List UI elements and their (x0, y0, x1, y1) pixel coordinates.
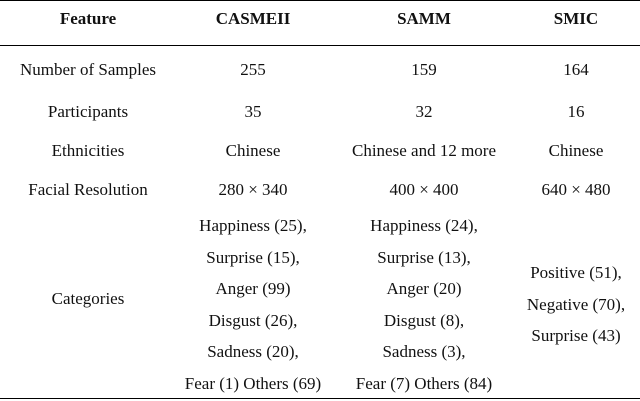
category-item: Negative (70), (526, 294, 626, 314)
header-smic: SMIC (553, 9, 599, 28)
header-feature: Feature (59, 9, 117, 28)
header-rule (0, 45, 640, 46)
cell-casmeii: 255 (240, 60, 266, 79)
category-item: Surprise (43) (531, 326, 621, 345)
category-item: Fear (7) Others (84) (355, 373, 493, 393)
category-item: Disgust (26), (208, 310, 298, 330)
row-label: Facial Resolution (28, 180, 148, 199)
cell-smic: 16 (567, 102, 585, 121)
cell-smic: Chinese (548, 141, 604, 160)
cell-smic: 640 × 480 (541, 180, 611, 199)
cell-casmeii: 280 × 340 (218, 180, 288, 199)
cell-samm: 32 (415, 102, 433, 121)
header-samm: SAMM (397, 9, 451, 28)
top-rule (0, 0, 640, 1)
category-item: Happiness (25), (199, 216, 307, 235)
row-label: Participants (47, 102, 129, 121)
row-label-categories: Categories (51, 289, 125, 308)
cell-samm: Chinese and 12 more (352, 141, 496, 160)
categories-casmeii: Happiness (25), Surprise (15), Anger (99… (176, 210, 330, 399)
category-item: Sadness (3), (382, 342, 466, 361)
row-label: Ethnicities (51, 141, 125, 160)
category-item: Positive (51), (530, 263, 622, 282)
cell-smic: 164 (563, 60, 589, 79)
cell-samm: 400 × 400 (389, 180, 459, 199)
category-item: Anger (99) (215, 279, 291, 298)
category-item: Happiness (24), (370, 216, 478, 235)
category-item: Disgust (8), (383, 310, 465, 330)
category-item: Surprise (15), (206, 247, 300, 267)
cell-casmeii: Chinese (225, 141, 281, 160)
category-item: Surprise (13), (377, 247, 471, 267)
bottom-rule (0, 398, 640, 399)
categories-smic: Positive (51), Negative (70), Surprise (… (518, 257, 634, 352)
category-item: Anger (20) (386, 279, 462, 298)
categories-samm: Happiness (24), Surprise (13), Anger (20… (330, 210, 518, 399)
category-item: Sadness (20), (207, 342, 299, 361)
header-casmeii: CASMEII (215, 9, 291, 28)
cell-samm: 159 (411, 60, 437, 79)
cell-casmeii: 35 (244, 102, 262, 121)
row-label: Number of Samples (20, 60, 156, 79)
category-item: Fear (1) Others (69) (184, 373, 322, 393)
